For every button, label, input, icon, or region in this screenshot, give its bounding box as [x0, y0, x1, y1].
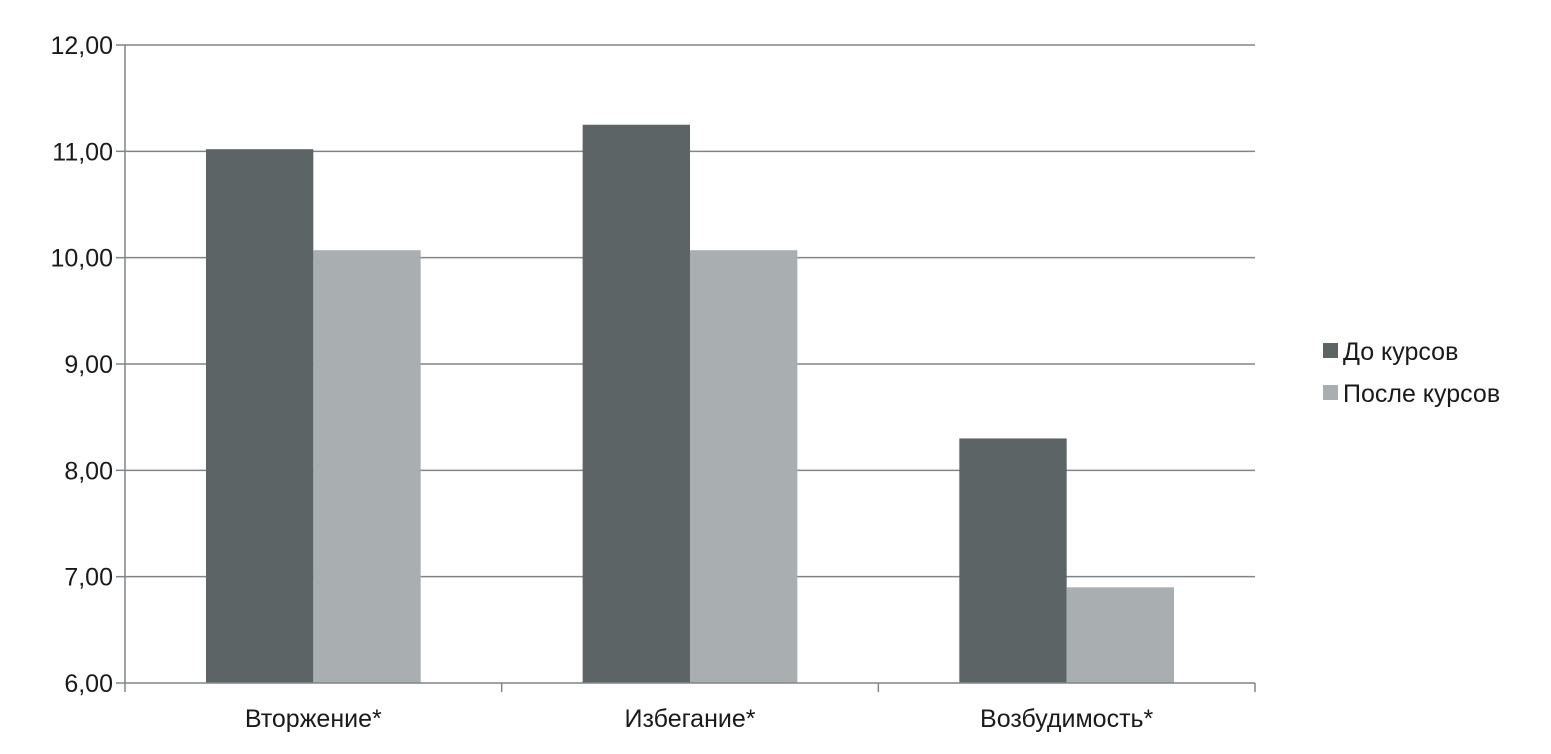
y-tick-label: 9,00 — [64, 351, 113, 379]
bar — [690, 250, 798, 683]
legend-label: После курсов — [1343, 380, 1500, 408]
y-tick-label: 8,00 — [64, 457, 113, 485]
bar — [313, 250, 421, 683]
x-category-label: Возбудимость* — [980, 705, 1154, 733]
x-category-label: Вторжение* — [245, 705, 382, 733]
y-tick-label: 11,00 — [52, 138, 113, 166]
legend-swatch — [1323, 343, 1338, 358]
bar — [582, 124, 690, 683]
y-tick-label: 12,00 — [50, 32, 113, 60]
bars — [205, 124, 1175, 683]
legend-swatch — [1323, 385, 1338, 400]
bar — [205, 149, 314, 683]
legend-label: До курсов — [1343, 338, 1458, 366]
bar — [959, 438, 1067, 683]
y-tick-label: 7,00 — [64, 564, 113, 592]
legend: До курсов После курсов — [1323, 338, 1500, 408]
bar — [1066, 587, 1175, 683]
axes — [116, 44, 1256, 692]
x-category-label: Избегание* — [625, 705, 756, 733]
y-tick-label: 10,00 — [50, 245, 113, 273]
y-tick-label: 6,00 — [64, 670, 113, 698]
labels: 6,00 7,00 8,00 9,00 10,00 11,00 12,00 Вторжение… — [50, 32, 1153, 733]
